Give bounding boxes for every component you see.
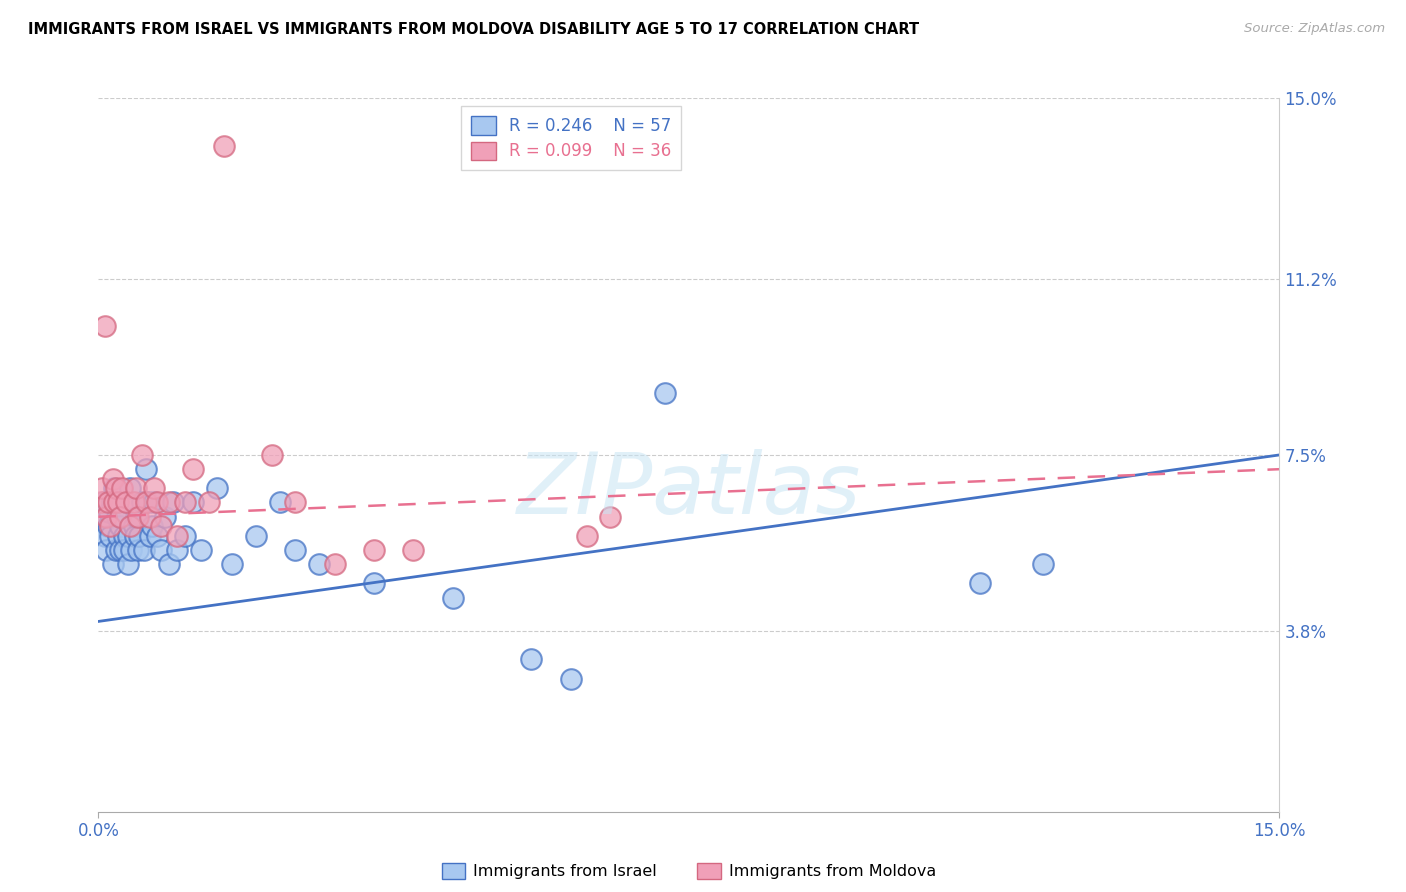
Point (284, 543, 307, 558)
Point (157, 558, 180, 572)
Point (141, 519, 163, 533)
Point (105, 509, 128, 524)
Point (363, 543, 385, 558)
Point (110, 543, 132, 558)
Point (174, 529, 197, 543)
Point (138, 509, 160, 524)
Point (93, 319, 115, 334)
Point (110, 509, 132, 524)
Point (90, 495, 112, 509)
Point (245, 529, 267, 543)
Point (136, 495, 159, 509)
Point (205, 481, 228, 495)
Point (599, 509, 621, 524)
Point (101, 472, 124, 486)
Point (162, 495, 184, 509)
Point (117, 558, 139, 572)
Point (128, 529, 150, 543)
Point (104, 481, 127, 495)
Point (520, 652, 543, 666)
Point (150, 543, 173, 558)
Point (97, 505, 120, 519)
Text: ZIPatlas: ZIPatlas (517, 449, 860, 533)
Point (190, 543, 212, 558)
Point (121, 543, 143, 558)
Point (98, 529, 121, 543)
Point (112, 529, 135, 543)
Point (93, 529, 115, 543)
Point (142, 481, 165, 495)
Point (308, 558, 330, 572)
Point (104, 543, 127, 558)
Point (135, 495, 157, 509)
Point (260, 448, 283, 462)
Text: Source: ZipAtlas.com: Source: ZipAtlas.com (1244, 22, 1385, 36)
Text: IMMIGRANTS FROM ISRAEL VS IMMIGRANTS FROM MOLDOVA DISABILITY AGE 5 TO 17 CORRELA: IMMIGRANTS FROM ISRAEL VS IMMIGRANTS FRO… (28, 22, 920, 37)
Point (107, 529, 129, 543)
Point (107, 495, 129, 509)
Legend: Immigrants from Israel, Immigrants from Moldova: Immigrants from Israel, Immigrants from … (434, 856, 943, 886)
Point (441, 591, 464, 605)
Point (654, 386, 676, 401)
Point (97, 519, 120, 533)
Point (122, 519, 145, 533)
Point (103, 495, 125, 509)
Point (91, 481, 114, 495)
Point (131, 448, 153, 462)
Point (117, 529, 139, 543)
Point (115, 495, 138, 509)
Point (96, 509, 118, 524)
Point (363, 576, 385, 591)
Point (131, 495, 153, 509)
Point (111, 509, 134, 524)
Point (1032, 558, 1054, 572)
Point (118, 519, 141, 533)
Point (112, 543, 135, 558)
Point (127, 509, 149, 524)
Point (323, 558, 346, 572)
Point (157, 495, 180, 509)
Point (135, 462, 157, 476)
Point (146, 529, 169, 543)
Point (284, 495, 307, 509)
Point (91, 509, 114, 524)
Point (127, 543, 149, 558)
Point (98, 519, 121, 533)
Point (122, 495, 145, 509)
Point (402, 543, 425, 558)
Point (108, 519, 131, 533)
Point (969, 576, 991, 591)
Point (560, 672, 582, 686)
Point (166, 543, 188, 558)
Point (221, 558, 243, 572)
Point (111, 481, 134, 495)
Point (146, 495, 169, 509)
Point (174, 495, 197, 509)
Point (150, 519, 173, 533)
Point (93, 495, 115, 509)
Point (118, 481, 141, 495)
Point (103, 481, 125, 495)
Point (166, 529, 188, 543)
Point (125, 509, 148, 524)
Point (181, 495, 204, 509)
Point (575, 529, 598, 543)
Point (125, 481, 148, 495)
Point (96, 543, 118, 558)
Point (101, 558, 124, 572)
Point (197, 495, 219, 509)
Point (97, 495, 120, 509)
Point (132, 543, 155, 558)
Point (124, 529, 146, 543)
Point (138, 529, 160, 543)
Point (214, 138, 236, 153)
Point (269, 495, 291, 509)
Point (115, 495, 138, 509)
Point (181, 462, 204, 476)
Point (155, 509, 177, 524)
Point (142, 495, 165, 509)
Point (101, 495, 124, 509)
